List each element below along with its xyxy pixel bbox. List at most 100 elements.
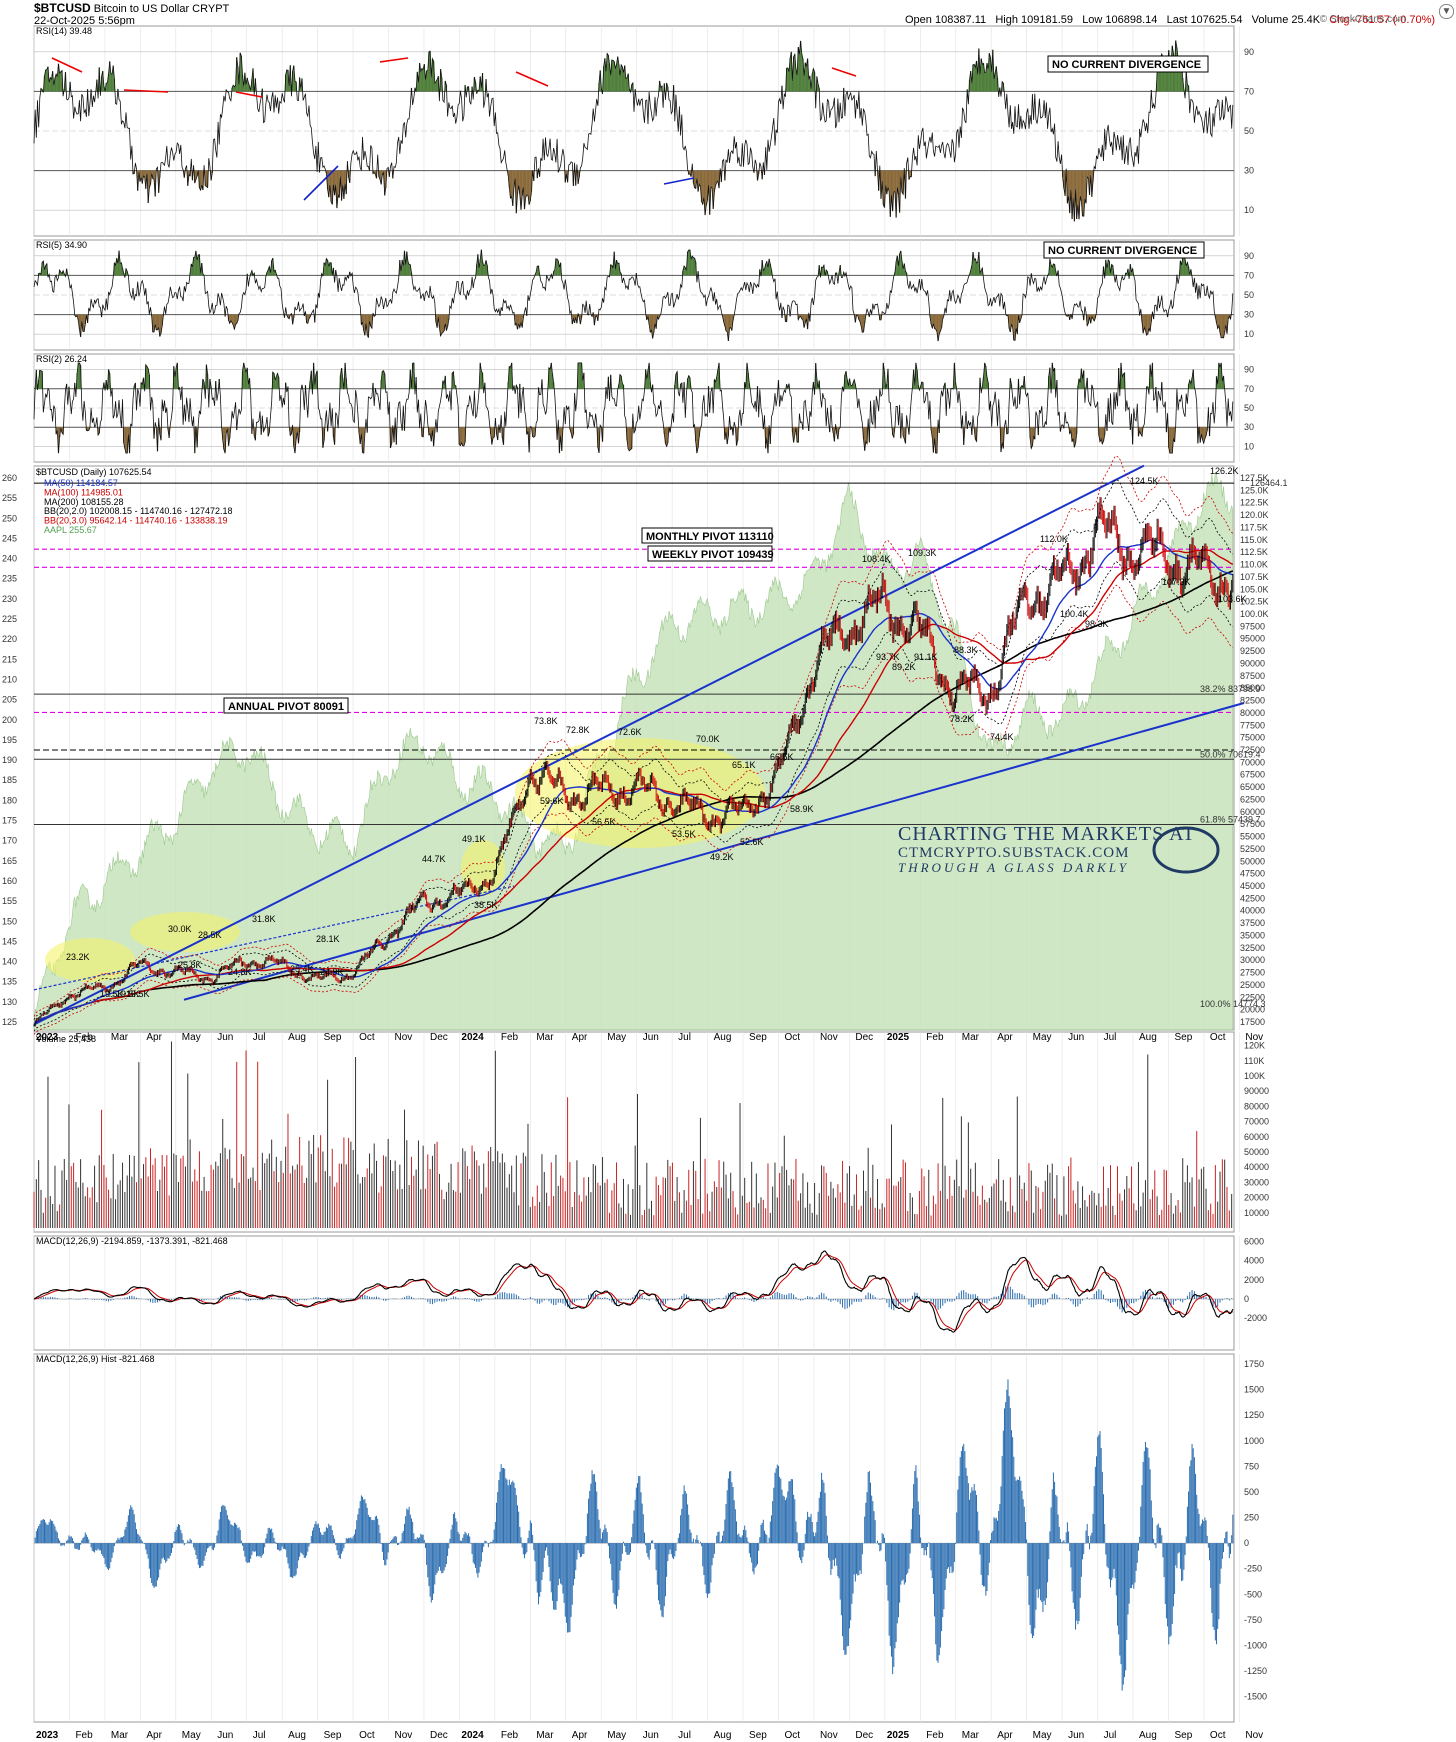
price-tick-label: 92500 [1240,646,1265,656]
divergence-note: NO CURRENT DIVERGENCE [1052,59,1201,71]
aapl-tick-label: 225 [2,614,17,624]
x-axis-label: May [1033,1032,1052,1043]
price-annotation: 52.6K [740,837,764,847]
bearish-divergence-arrow [379,57,409,63]
x-axis-label-bottom: 2025 [887,1730,910,1741]
lower-trendline [183,702,1245,1001]
legend-item: MA(100) 114985.01 [44,487,123,497]
price-tick-label: 47500 [1240,869,1265,879]
price-tick-label: 52500 [1240,844,1265,854]
price-tick-label: 120.0K [1240,510,1269,520]
x-axis-label-bottom: Apr [572,1730,588,1741]
price-tick-label: 20000 [1240,1005,1265,1015]
dotted-trendline [33,885,515,991]
price-annotation: 93.7K [876,652,900,662]
x-axis-label: Jul [1104,1032,1117,1043]
hist-tick-label: 750 [1244,1461,1259,1471]
x-axis-label: Mar [111,1032,129,1043]
aapl-tick-label: 255 [2,493,17,503]
hist-tick-label: 1500 [1244,1385,1264,1395]
price-annotation: 44.7K [422,854,446,864]
rsi-tick-label: 90 [1244,47,1254,57]
aapl-tick-label: 175 [2,816,17,826]
aapl-tick-label: 245 [2,533,17,543]
change-value: Chg -761.57 (-0.70%) [1329,14,1436,26]
aapl-tick-label: 195 [2,735,17,745]
x-axis-label-bottom: Nov [1245,1730,1263,1741]
x-axis-label-bottom: Nov [395,1730,413,1741]
x-axis-label-bottom: 2023 [36,1730,59,1741]
x-axis-label: Feb [75,1032,93,1043]
volume-tick-label: 70000 [1244,1117,1269,1127]
aapl-tick-label: 170 [2,836,17,846]
price-annotation: 19.5K [126,989,150,999]
price-tick-label: 95000 [1240,634,1265,644]
close-chart-icon[interactable]: ▼ [1439,4,1454,19]
x-axis-label: Feb [501,1032,519,1043]
x-axis-label-bottom: Feb [501,1730,519,1741]
legend-item: BB(20,2.0) 102008.15 - 114740.16 - 12747… [44,506,232,516]
price-tick-label: 80000 [1240,708,1265,718]
brand-text: © StockCharts.com [1319,14,1406,25]
price-tick-label: 37500 [1240,918,1265,928]
price-annotation: 56.5K [592,817,616,827]
price-annotation: 28.5K [198,930,222,940]
macd-tick-label: 2000 [1244,1275,1264,1285]
ath-label: 126464.1 [1250,478,1288,488]
x-axis-label: Apr [572,1032,588,1043]
x-axis-label-bottom: Oct [785,1730,801,1741]
x-axis-label: 2023 [36,1032,59,1043]
aapl-tick-label: 180 [2,795,17,805]
rsi-line [33,40,1234,222]
weekly-pivot-label: WEEKLY PIVOT 109439 [652,549,774,561]
price-annotation: 109.3K [908,548,937,558]
price-annotation: 73.8K [534,716,558,726]
price-tick-label: 105.0K [1240,584,1269,594]
x-axis-label-bottom: Dec [855,1730,873,1741]
macd-line [33,1250,1234,1333]
price-annotation: 19.5K [100,989,124,999]
x-axis-label-bottom: Mar [111,1730,129,1741]
volume-title: Volume 25,438 [36,1034,96,1044]
x-axis-label-bottom: May [607,1730,626,1741]
annual-pivot-box [223,697,349,714]
x-axis-label: Sep [1174,1032,1192,1043]
hist-tick-label: -250 [1244,1564,1262,1574]
aapl-tick-label: 155 [2,896,17,906]
watermark-logo-icon [1152,826,1220,874]
macd-tick-label: -2000 [1244,1313,1267,1323]
aapl-tick-label: 215 [2,654,17,664]
price-annotation: 38.5K [474,900,498,910]
x-axis-label: Mar [536,1032,554,1043]
aapl-tick-label: 130 [2,997,17,1007]
watermark-line2: CTMCRYPTO.SUBSTACK.COM [898,845,1129,861]
rsi14-title: RSI(14) 39.48 [36,26,92,36]
price-tick-label: 57500 [1240,819,1265,829]
x-axis-label-bottom: Dec [430,1730,448,1741]
x-axis-label: Sep [324,1032,342,1043]
price-tick-label: 72500 [1240,745,1265,755]
volume-tick-label: 100K [1244,1071,1265,1081]
upper-trendline [33,464,1145,1026]
monthly-pivot-box [641,527,773,544]
price-annotation: 30.0K [168,924,192,934]
volume-tick-label: 90000 [1244,1086,1269,1096]
price-tick-label: 127.5K [1240,473,1269,483]
legend-item: MA(50) 114184.57 [44,478,118,488]
price-tick-label: 17500 [1240,1017,1265,1027]
price-annotation: 91.1K [914,652,938,662]
price-tick-label: 30000 [1240,955,1265,965]
bb2-lower-line [33,561,1234,1032]
x-axis-label-bottom: Sep [749,1730,767,1741]
price-annotation: 19.5K [116,989,140,999]
volume-tick-label: 10000 [1244,1208,1269,1218]
price-tick-label: 115.0K [1240,535,1268,545]
price-tick-label: 40000 [1240,906,1265,916]
x-axis-label-bottom: Aug [288,1730,306,1741]
x-axis-label: Sep [749,1032,767,1043]
x-axis-label: Aug [1139,1032,1157,1043]
aapl-tick-label: 210 [2,674,17,684]
x-axis-label-bottom: Nov [820,1730,838,1741]
aapl-tick-label: 140 [2,957,17,967]
price-tick-label: 55000 [1240,832,1265,842]
